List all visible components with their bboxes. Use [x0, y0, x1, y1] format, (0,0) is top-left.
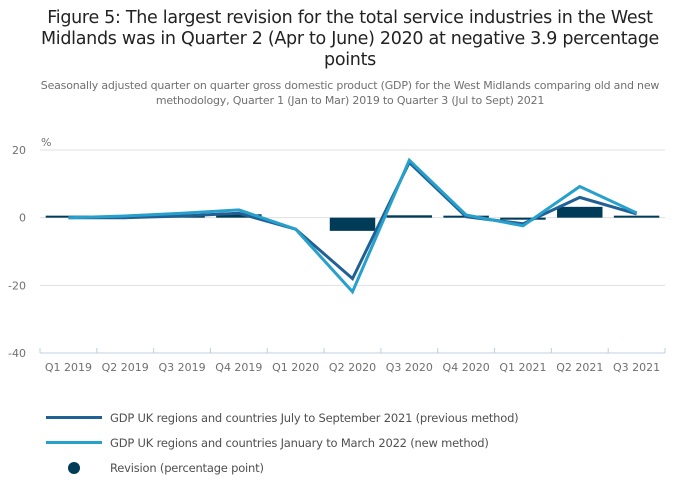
legend-item-new[interactable]: GDP UK regions and countries January to … — [46, 430, 518, 455]
x-tick-label: Q3 2021 — [613, 361, 660, 374]
x-tick-label: Q2 2020 — [329, 361, 376, 374]
line-previous-method[interactable] — [68, 160, 638, 282]
legend-label-new: GDP UK regions and countries January to … — [110, 435, 489, 450]
legend-label-previous: GDP UK regions and countries July to Sep… — [110, 410, 519, 425]
chart-subtitle: Seasonally adjusted quarter on quarter g… — [40, 79, 660, 107]
series-lines — [68, 157, 638, 295]
y-axis-ticks: 20 0 -20 -40 — [8, 144, 26, 360]
x-tick-label: Q1 2019 — [45, 361, 92, 374]
revision-bar[interactable] — [386, 215, 433, 218]
legend-label-revision: Revision (percentage point) — [110, 460, 264, 475]
x-axis: Q1 2019 Q2 2019 Q3 2019 Q4 2019 Q1 2020 Q2 20… — [39, 348, 666, 374]
y-tick-label: -40 — [8, 347, 26, 360]
legend-item-revision[interactable]: Revision (percentage point) — [46, 455, 518, 480]
y-tick-label: -20 — [8, 279, 26, 292]
y-tick-label: 20 — [12, 144, 26, 157]
revision-bar[interactable] — [329, 217, 376, 231]
x-tick-label: Q2 2019 — [102, 361, 149, 374]
legend-item-previous[interactable]: GDP UK regions and countries July to Sep… — [46, 405, 519, 430]
revision-bar[interactable] — [557, 206, 603, 218]
legend: GDP UK regions and countries July to Sep… — [46, 405, 519, 480]
y-tick-label: 0 — [19, 212, 26, 225]
x-tick-label: Q2 2021 — [556, 361, 603, 374]
x-tick-label: Q3 2020 — [386, 361, 433, 374]
revision-bar[interactable] — [216, 214, 262, 218]
legend-dot-revision-icon — [46, 461, 102, 475]
x-tick-label: Q3 2019 — [158, 361, 205, 374]
y-axis-unit-label: % — [41, 136, 51, 149]
x-tick-label: Q1 2021 — [499, 361, 546, 374]
revision-bar[interactable] — [613, 215, 660, 218]
x-tick-label: Q4 2019 — [215, 361, 262, 374]
line-new-method[interactable] — [68, 157, 638, 295]
legend-line-new-icon — [46, 441, 102, 444]
x-tick-label: Q4 2020 — [443, 361, 490, 374]
chart-svg: 20 0 -20 -40 % Q1 2019 Q2 2019 Q3 2019 Q4 2019… — [8, 136, 666, 374]
revision-bars — [45, 206, 660, 231]
x-tick-label: Q1 2020 — [272, 361, 319, 374]
legend-line-previous-icon — [46, 416, 102, 419]
revision-bar[interactable] — [500, 217, 546, 220]
chart-title: Figure 5: The largest revision for the t… — [41, 8, 659, 70]
